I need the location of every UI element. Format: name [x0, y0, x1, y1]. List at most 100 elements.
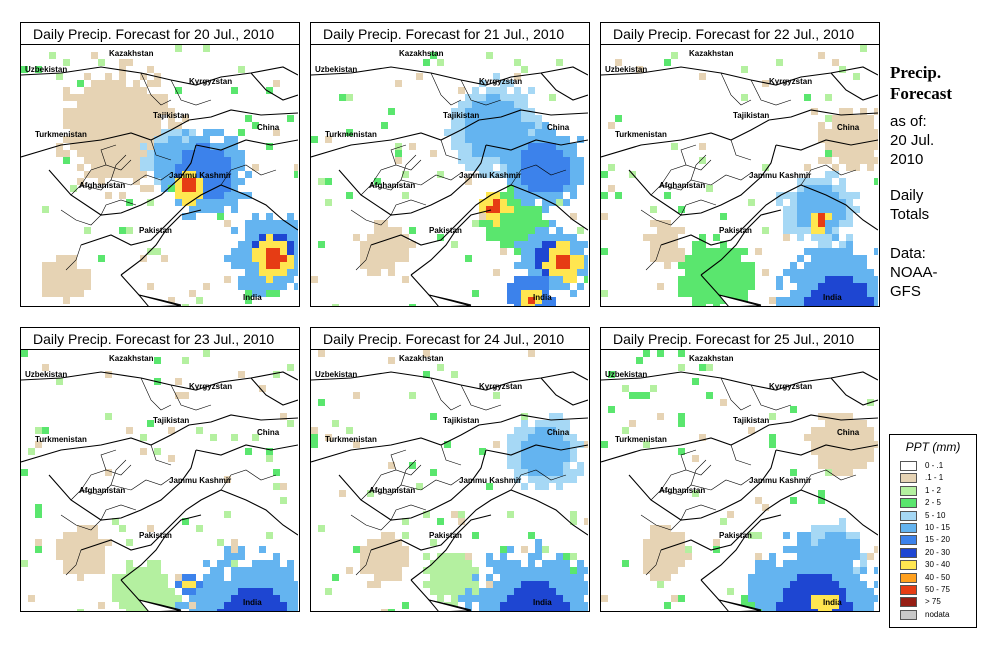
legend-label: 30 - 40	[925, 560, 950, 570]
as-of-line: 20 Jul.	[890, 132, 935, 149]
precip-field	[21, 350, 298, 611]
forecast-panel-5: Daily Precip. Forecast for 24 Jul., 2010…	[310, 327, 590, 612]
country-label: Pakistan	[429, 226, 462, 235]
sidebar-title-line: Precip.	[890, 63, 942, 82]
precip-map: Kazakhstan Uzbekistan Kyrgyzstan Tajikistan…	[311, 45, 588, 306]
legend-swatch	[900, 535, 917, 546]
precip-field	[311, 350, 588, 611]
country-label: Afghanistan	[79, 181, 125, 190]
legend-label: 20 - 30	[925, 547, 950, 557]
legend-item: 5 - 10	[900, 510, 975, 522]
country-label: India	[533, 598, 552, 607]
country-label: Afghanistan	[659, 486, 705, 495]
legend-item: 30 - 40	[900, 559, 975, 571]
country-label: Jammu Kashmir	[169, 171, 231, 180]
country-label: China	[257, 123, 280, 132]
as-of-line: as of:	[890, 113, 927, 130]
legend-swatch	[900, 510, 917, 521]
panel-title: Daily Precip. Forecast for 22 Jul., 2010	[601, 23, 879, 45]
source-line: GFS	[890, 283, 921, 300]
legend-label: 0 - .1	[925, 461, 944, 470]
forecast-panel-6: Daily Precip. Forecast for 25 Jul., 2010…	[600, 327, 880, 612]
country-label: Uzbekistan	[315, 65, 357, 74]
country-label: China	[257, 428, 280, 437]
forecast-panel-1: Daily Precip. Forecast for 20 Jul., 2010…	[20, 22, 300, 307]
country-label: India	[823, 598, 842, 607]
country-label: Tajikistan	[733, 416, 769, 425]
legend-swatch	[900, 473, 917, 484]
country-label: Tajikistan	[153, 111, 189, 120]
country-borders	[21, 66, 298, 306]
country-label: Afghanistan	[79, 486, 125, 495]
precip-map: Kazakhstan Uzbekistan Kyrgyzstan Tajikistan…	[601, 350, 878, 611]
legend-item: nodata	[900, 609, 975, 621]
country-label: Turkmenistan	[325, 130, 377, 139]
legend-title: PPT (mm)	[905, 440, 961, 454]
country-label: Turkmenistan	[615, 435, 667, 444]
precip-field	[311, 52, 588, 306]
legend-item: 0 - .1	[900, 460, 975, 472]
legend-swatch	[900, 547, 917, 558]
sidebar-title: Precip. Forecast	[890, 62, 982, 104]
precip-map-svg: Kazakhstan Uzbekistan Kyrgyzstan Tajikistan…	[311, 49, 588, 306]
country-label: Uzbekistan	[25, 370, 67, 379]
country-label: China	[837, 428, 860, 437]
country-label: Jammu Kashmir	[459, 171, 521, 180]
panel-title: Daily Precip. Forecast for 24 Jul., 2010	[311, 328, 589, 350]
country-label: Pakistan	[139, 226, 172, 235]
country-label: Pakistan	[139, 531, 172, 540]
precip-map-svg: Kazakhstan Uzbekistan Kyrgyzstan Tajikistan…	[601, 45, 878, 306]
legend-swatch	[900, 523, 917, 533]
country-label: Uzbekistan	[25, 65, 67, 74]
legend-item: 50 - 75	[900, 584, 975, 596]
country-label: Tajikistan	[153, 416, 189, 425]
legend-label: 2 - 5	[925, 498, 942, 508]
forecast-panel-4: Daily Precip. Forecast for 23 Jul., 2010…	[20, 327, 300, 612]
country-label: Kazakhstan	[109, 49, 154, 58]
forecast-panel-3: Daily Precip. Forecast for 22 Jul., 2010…	[600, 22, 880, 307]
country-borders	[21, 371, 298, 611]
legend-swatch	[900, 461, 917, 471]
panel-title: Daily Precip. Forecast for 23 Jul., 2010	[21, 328, 299, 350]
legend-item: > 75	[900, 596, 975, 608]
panel-title: Daily Precip. Forecast for 20 Jul., 2010	[21, 23, 299, 45]
legend-swatch	[900, 572, 917, 583]
country-label: Tajikistan	[733, 111, 769, 120]
country-label: Kyrgyzstan	[479, 77, 522, 86]
country-borders	[601, 66, 878, 306]
data-source: Data: NOAA- GFS	[890, 244, 980, 301]
legend-item: .1 - 1	[900, 472, 975, 484]
totals-line: Daily	[890, 187, 924, 204]
source-line: NOAA-	[890, 264, 938, 281]
source-line: Data:	[890, 245, 926, 262]
legend-label: 15 - 20	[925, 535, 950, 545]
country-label: Tajikistan	[443, 111, 479, 120]
panel-title: Daily Precip. Forecast for 21 Jul., 2010	[311, 23, 589, 45]
legend-label: 5 - 10	[925, 510, 946, 520]
legend-swatch	[900, 597, 917, 608]
legend-label: nodata	[925, 609, 950, 619]
country-label: Jammu Kashmir	[169, 476, 231, 485]
forecast-panel-2: Daily Precip. Forecast for 21 Jul., 2010…	[310, 22, 590, 307]
totals-line: Totals	[890, 206, 930, 223]
legend-item: 15 - 20	[900, 534, 975, 546]
precip-map: Kazakhstan Uzbekistan Kyrgyzstan Tajikistan…	[601, 45, 878, 306]
precip-map-svg: Kazakhstan Uzbekistan Kyrgyzstan Tajikistan…	[21, 45, 298, 306]
legend-label: 40 - 50	[925, 572, 950, 582]
precip-field	[601, 45, 878, 306]
precip-map: Kazakhstan Uzbekistan Kyrgyzstan Tajikistan…	[311, 350, 588, 611]
country-label: Afghanistan	[369, 181, 415, 190]
legend-swatch	[900, 609, 917, 620]
country-label: Kazakhstan	[689, 49, 734, 58]
country-label: Kazakhstan	[109, 354, 154, 363]
country-label: Jammu Kashmir	[459, 476, 521, 485]
country-label: China	[547, 428, 570, 437]
totals-label: Daily Totals	[890, 186, 980, 224]
legend-item: 10 - 15	[900, 522, 975, 534]
country-borders	[311, 66, 588, 306]
sidebar-title-line: Forecast	[890, 84, 952, 103]
precip-map: Kazakhstan Uzbekistan Kyrgyzstan Tajikistan…	[21, 350, 298, 611]
country-label: Kyrgyzstan	[479, 382, 522, 391]
country-label: Turkmenistan	[35, 435, 87, 444]
country-label: China	[547, 123, 570, 132]
